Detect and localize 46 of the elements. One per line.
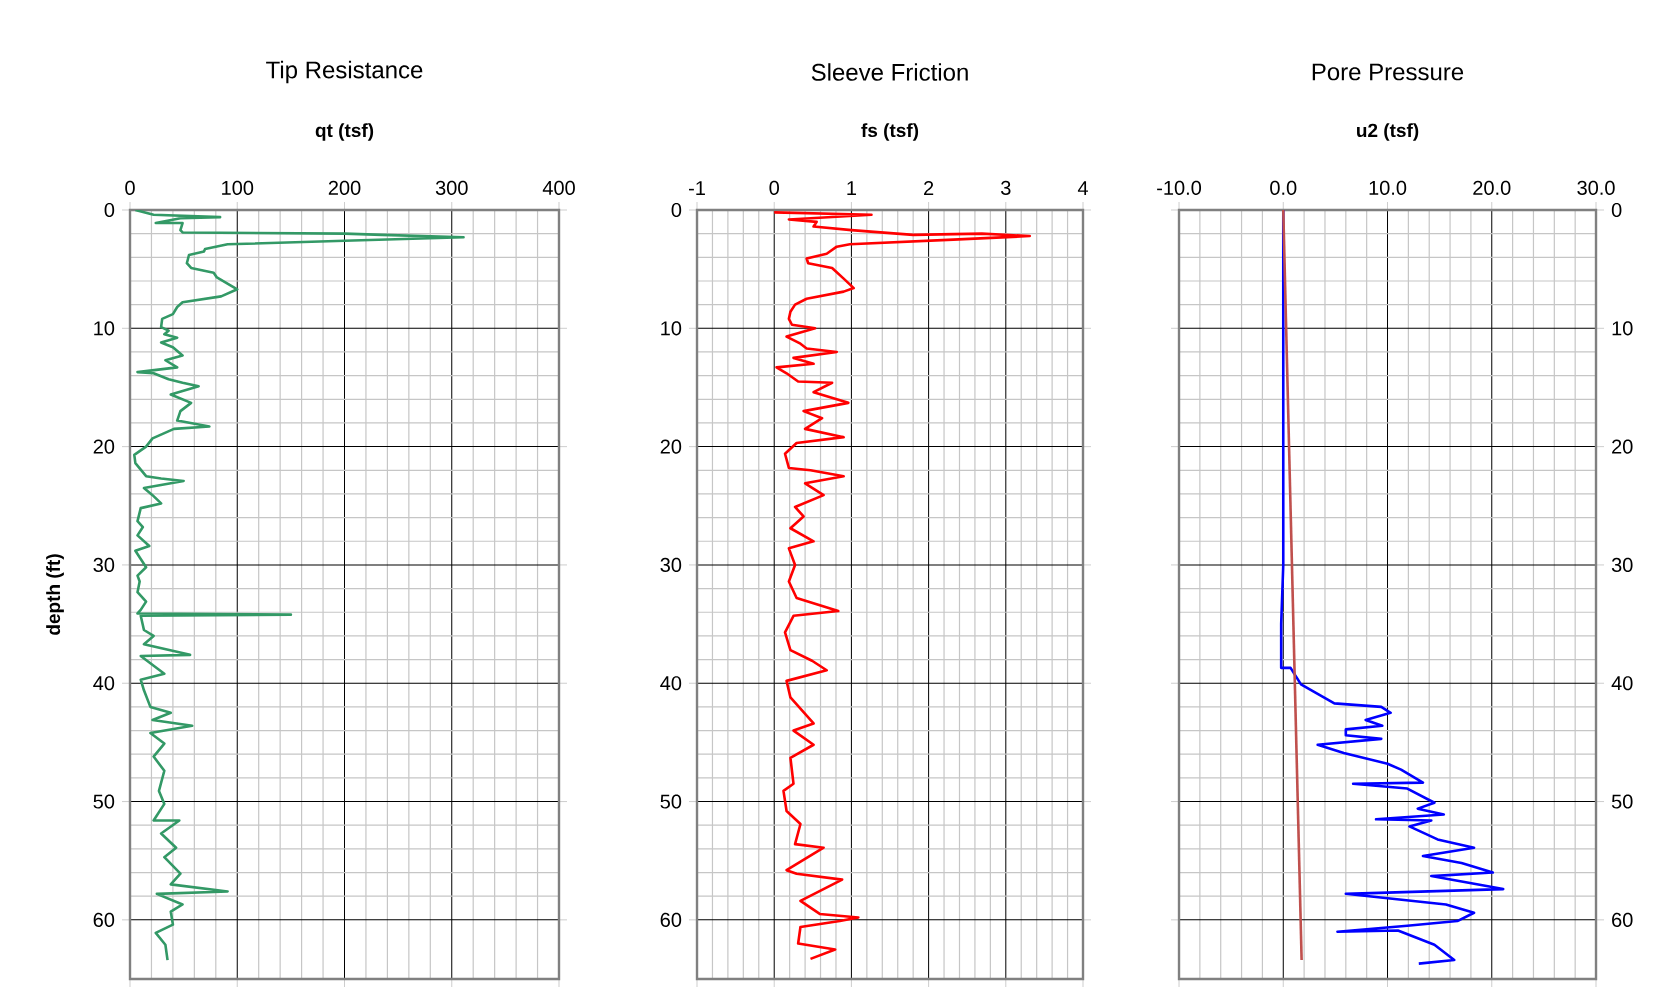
y-tick-label: 10 — [661, 321, 682, 336]
y-tick-label: 50 — [660, 794, 682, 809]
x-tick-label: -1 — [689, 181, 705, 195]
y2-tick-label: 40 — [1611, 676, 1633, 691]
x-tick-label: 0 — [125, 180, 135, 195]
x-axis-title: u2 (tsf) — [1357, 123, 1419, 141]
x-tick-label: 30.0 — [1577, 180, 1615, 195]
x-tick-label: 200 — [328, 180, 361, 195]
y-tick-label: 0 — [104, 202, 115, 218]
y-tick-label: 40 — [660, 676, 682, 691]
x-axis-title: qt (tsf) — [315, 123, 374, 141]
y-axis-title: depth (ft) — [46, 554, 64, 635]
y-tick-label: 20 — [93, 439, 115, 454]
y-tick-label: 10 — [94, 321, 115, 336]
x-tick-label: 1 — [847, 181, 857, 195]
y2-tick-label: 50 — [1611, 794, 1633, 809]
y-tick-label: 0 — [671, 202, 682, 218]
y-tick-label: 30 — [93, 557, 115, 572]
x-tick-label: 4 — [1077, 181, 1088, 195]
x-tick-label: 20.0 — [1473, 180, 1511, 195]
y2-tick-label: 10 — [1612, 321, 1633, 336]
x-tick-label: 400 — [542, 180, 575, 195]
x-tick-label: 0.0 — [1270, 180, 1297, 195]
y2-tick-label: 60 — [1612, 912, 1633, 927]
y-tick-label: 50 — [93, 794, 115, 809]
y2-tick-label: 20 — [1612, 439, 1633, 454]
chart-title: Pore Pressure — [1312, 63, 1464, 81]
x-tick-label: 10.0 — [1369, 180, 1407, 195]
y-tick-label: 20 — [660, 439, 682, 454]
y2-tick-label: 0 — [1611, 202, 1622, 218]
y-tick-label: 60 — [93, 912, 115, 927]
x-tick-label: -10.0 — [1157, 180, 1202, 195]
y2-tick-label: 30 — [1611, 557, 1633, 572]
x-tick-label: 100 — [222, 180, 254, 195]
y-tick-label: 40 — [93, 676, 115, 691]
x-tick-label: 0 — [769, 180, 779, 195]
line-series — [133, 210, 465, 962]
x-axis-title: fs (tsf) — [861, 123, 919, 141]
y-tick-label: 30 — [660, 557, 682, 572]
chart-title: Sleeve Friction — [811, 63, 968, 81]
x-tick-label: 2 — [924, 180, 934, 195]
x-tick-label: 300 — [435, 180, 468, 195]
line-series — [772, 211, 1032, 961]
chart-title: Tip Resistance — [266, 60, 423, 84]
y-tick-label: 60 — [660, 912, 682, 927]
x-tick-label: 3 — [1001, 180, 1011, 195]
